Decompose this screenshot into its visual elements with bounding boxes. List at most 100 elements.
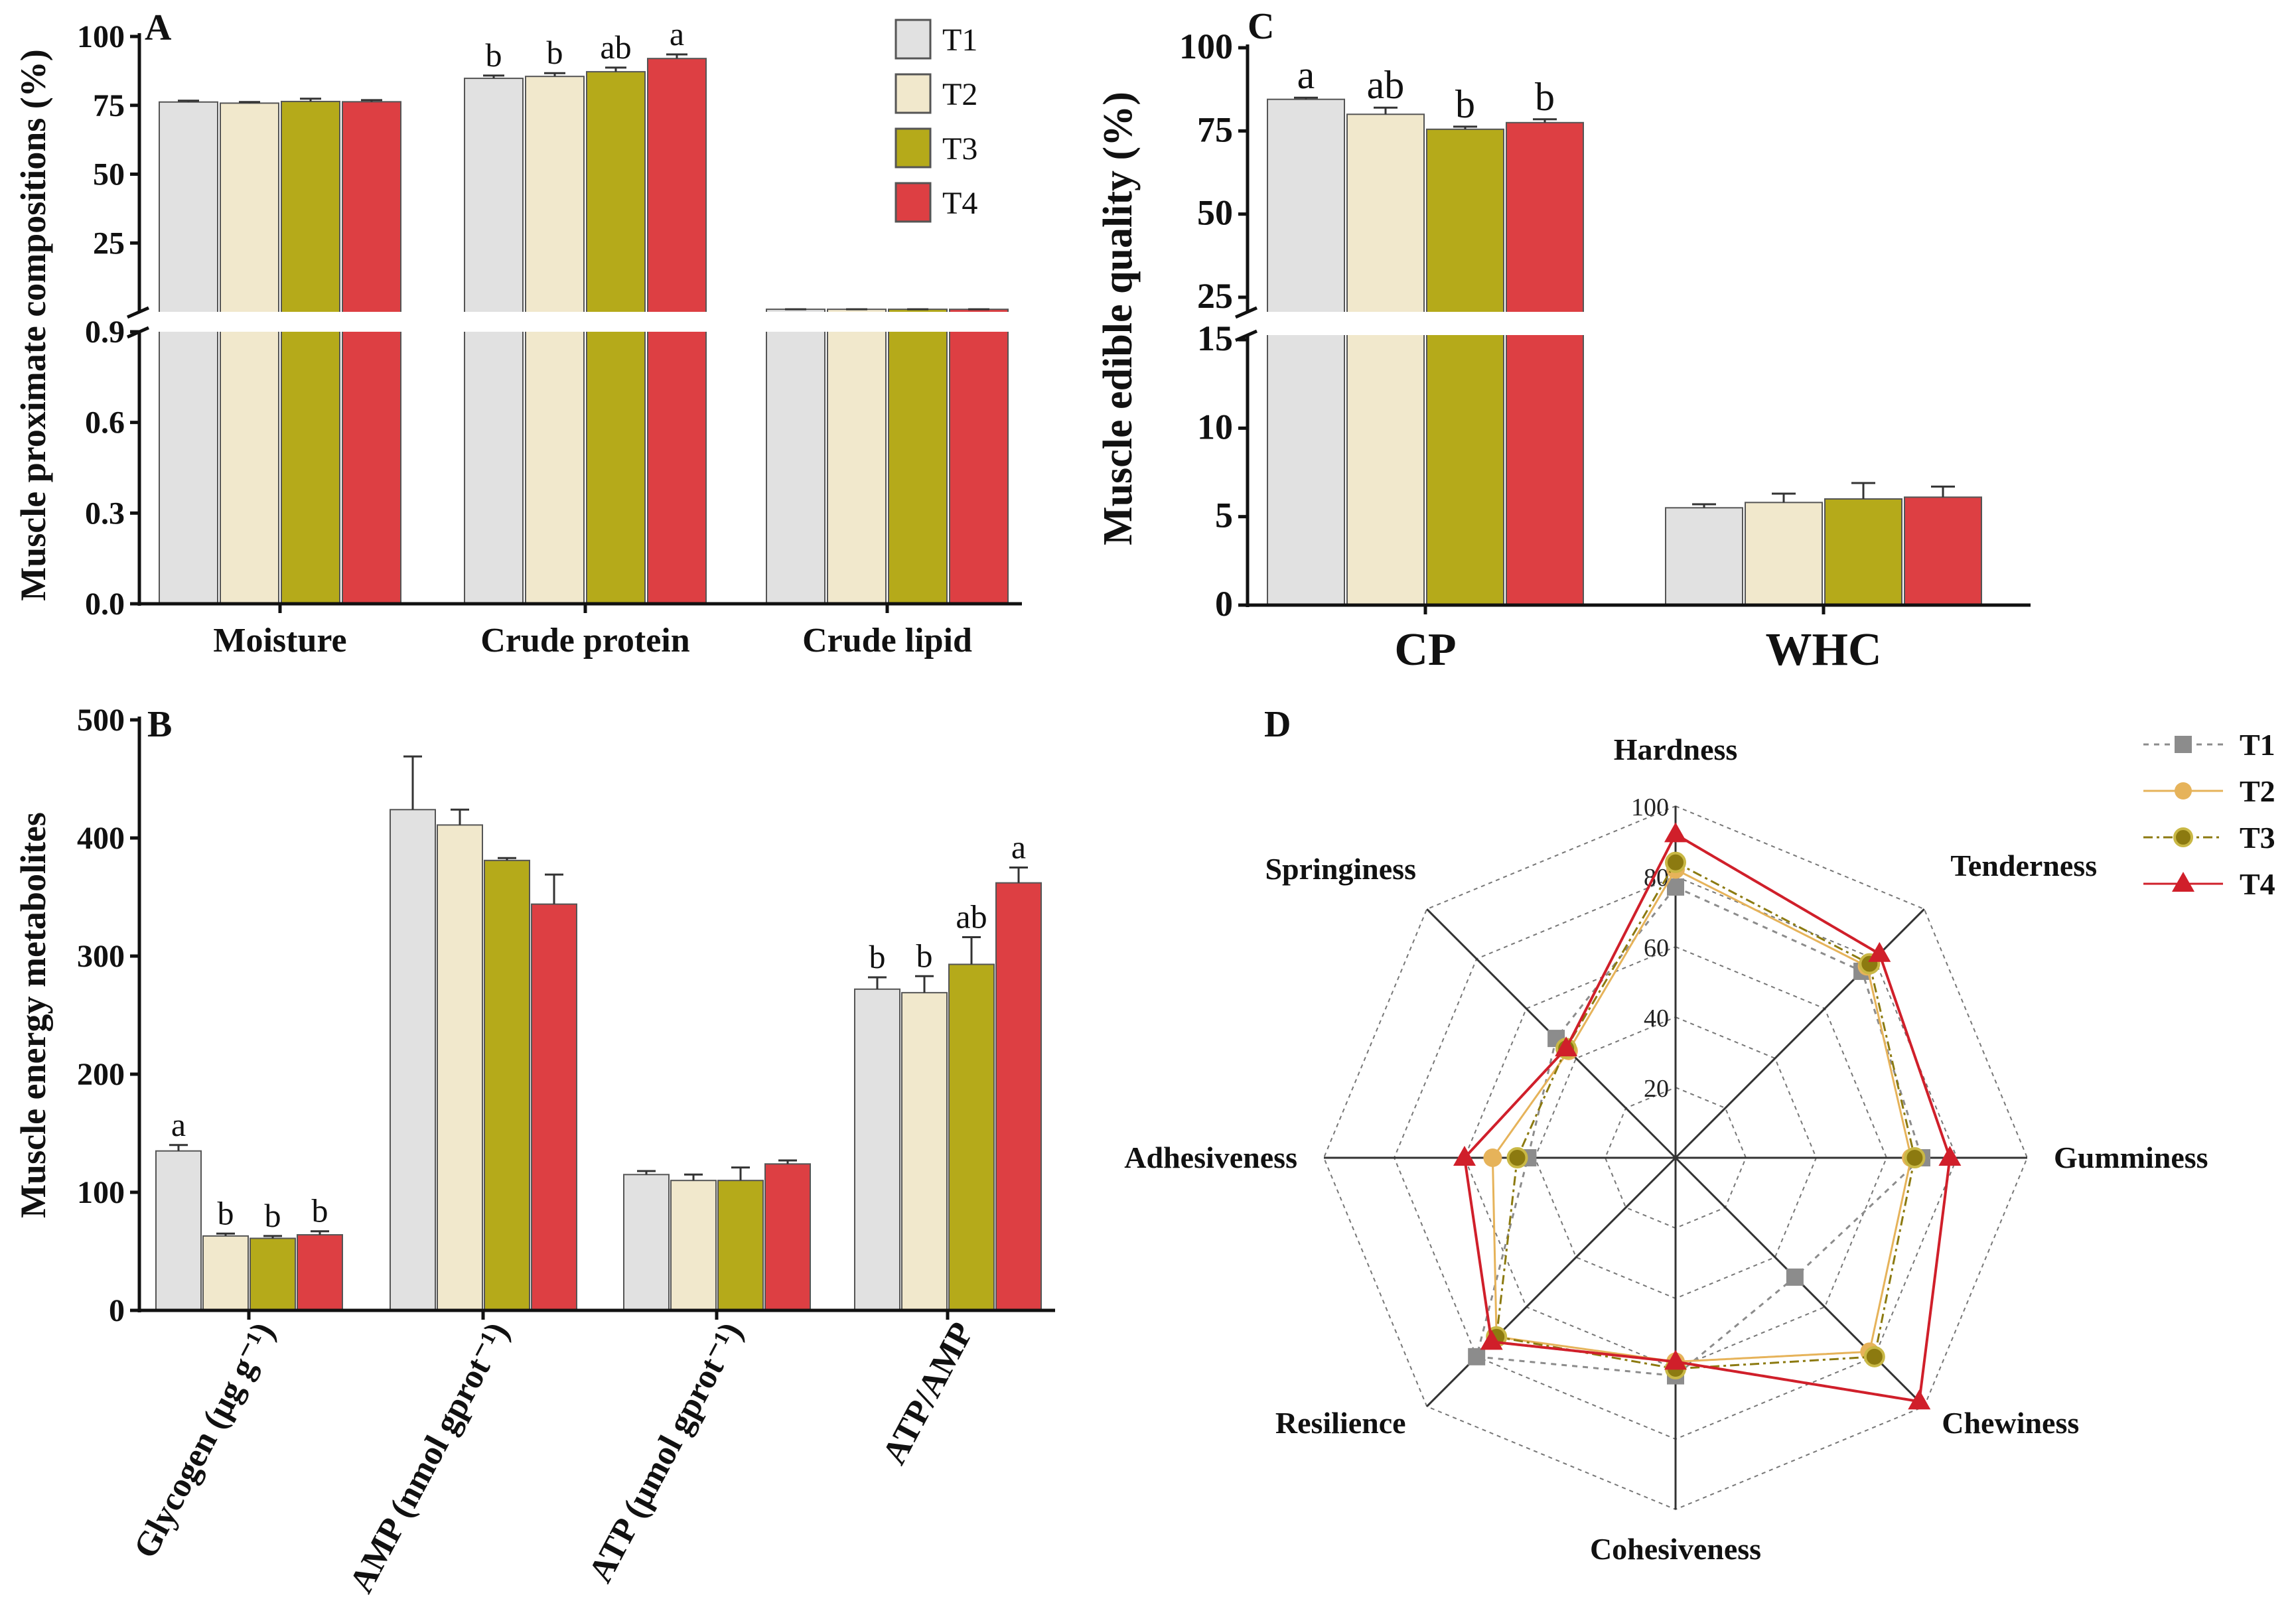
point-T3-2 [1904,1147,1926,1168]
point-T3-6 [1506,1147,1528,1168]
ytick-300-label: 300 [77,939,125,974]
bar-T1-1 [464,78,524,604]
rtick-40: 40 [1644,1005,1669,1032]
rtick-20: 20 [1644,1075,1669,1103]
sig-label-T2-1: b [547,34,563,71]
bar-T3-0 [250,1237,296,1312]
axis-label-tenderness: Tenderness [1950,849,2097,882]
sig-label-T3-0: b [265,1197,281,1234]
bar-T3-2 [888,309,948,604]
bar-T1-3 [854,988,900,1311]
y-axis-title: Muscle edible quality (%) [1096,92,1141,545]
point-T4-0 [1664,822,1687,843]
bar-T2-1 [437,824,483,1312]
axis-break-slash-top [1234,306,1258,319]
bar-T4-0 [1506,121,1584,606]
ytick-500-label: 500 [77,703,125,738]
ytick-upper-75-label: 75 [1197,109,1233,149]
axis-label-hardness: Hardness [1614,732,1738,766]
point-T1-0 [1667,878,1684,896]
bar-T3-1 [586,71,646,605]
bar-T2-0 [202,1235,249,1311]
bar-T4-2 [764,1163,811,1312]
sig-label-T2-0: b [218,1194,234,1231]
bar-T4-2 [949,309,1009,604]
category-label-1: Crude protein [480,622,689,660]
ytick-upper-25-label: 25 [1197,276,1233,316]
ytick-lower-15-label: 15 [1197,318,1233,358]
sig-label-T3-1: ab [600,29,631,66]
legend-label-T2: T2 [942,77,977,112]
sig-label-T4-3: a [1011,829,1026,866]
bar-T1-1 [1665,507,1743,606]
ytick-lower-0.6-label: 0.6 [85,405,125,441]
legend-marker-T1 [2175,736,2192,753]
axis-label-gumminess: Gumminess [2054,1141,2208,1174]
axis-label-springiness: Springiness [1265,852,1416,886]
point-T4-3 [1908,1389,1931,1410]
ytick-0-label: 0 [109,1293,125,1328]
legend-label-T4: T4 [2240,867,2275,901]
sig-label-T1-0: a [1297,53,1315,97]
legend-marker-T2 [2175,782,2192,800]
legend-swatch-T4 [895,182,932,223]
sig-label-T2-3: b [916,937,933,974]
panel-label: A [145,7,172,48]
panel-label: B [147,704,172,745]
bar-T4-3 [995,882,1042,1311]
bar-T4-0 [342,101,401,605]
bar-T1-0 [159,101,218,604]
point-T4-7 [1555,1036,1578,1057]
bar-T2-2 [827,309,887,604]
bar-T3-0 [1426,128,1504,606]
legend-swatch-T3 [895,127,932,169]
legend-label-T1: T1 [2240,728,2275,762]
legend-label-T3: T3 [942,131,977,167]
chart-c: a ab b b 25 50 75 100 0 5 10 15 CP WHC Muscle edible q… [1096,6,2064,675]
bar-T4-0 [297,1234,343,1311]
legend-swatch-T2 [895,73,932,114]
ytick-upper-25-label: 25 [93,226,125,261]
ytick-lower-0.3-label: 0.3 [85,496,125,531]
bar-T2-3 [901,992,948,1312]
rtick-100: 100 [1631,794,1669,821]
point-T4-6 [1453,1146,1476,1166]
bar-T2-2 [670,1180,717,1311]
axis-label-adhesiveness: Adhesiveness [1124,1141,1297,1174]
bar-T1-0 [1267,98,1345,606]
axis-label-resilience: Resilience [1275,1406,1406,1440]
rtick-60: 60 [1644,934,1669,962]
bar-T2-0 [1346,113,1425,606]
point-T1-3 [1786,1268,1804,1286]
point-T3-3 [1863,1346,1885,1367]
sig-label-T3-3: ab [956,898,987,936]
bar-T2-1 [1745,502,1823,606]
axis-break-slash-top [126,306,150,319]
category-label-0: Moisture [213,622,346,660]
panel-label: D [1264,704,1291,745]
legend-label-T3: T3 [2240,821,2275,855]
ytick-upper-50-label: 50 [1197,193,1233,233]
bar-T4-1 [531,903,577,1312]
bar-T3-2 [717,1180,764,1311]
category-label-1: WHC [1766,624,1882,675]
panel-label: C [1248,6,1274,47]
ytick-upper-100-label: 100 [77,19,125,54]
sig-label-T4-1: a [670,15,684,52]
ytick-lower-0-label: 0 [1215,584,1233,624]
axis-break-gap [1228,312,2064,335]
ytick-100-label: 100 [77,1175,125,1210]
bar-T1-1 [390,809,436,1311]
sig-label-T1-3: b [869,938,886,975]
point-T1-5 [1468,1348,1486,1365]
legend-marker-T4 [2172,872,2194,892]
point-T4-1 [1868,941,1891,962]
bar-T1-2 [766,309,825,604]
bar-T2-0 [220,102,279,604]
point-T3-0 [1665,851,1686,873]
bar-T4-1 [1904,496,1982,606]
ytick-upper-100-label: 100 [1179,27,1233,66]
sig-label-T4-0: b [312,1192,328,1229]
ytick-upper-50-label: 50 [93,157,125,192]
